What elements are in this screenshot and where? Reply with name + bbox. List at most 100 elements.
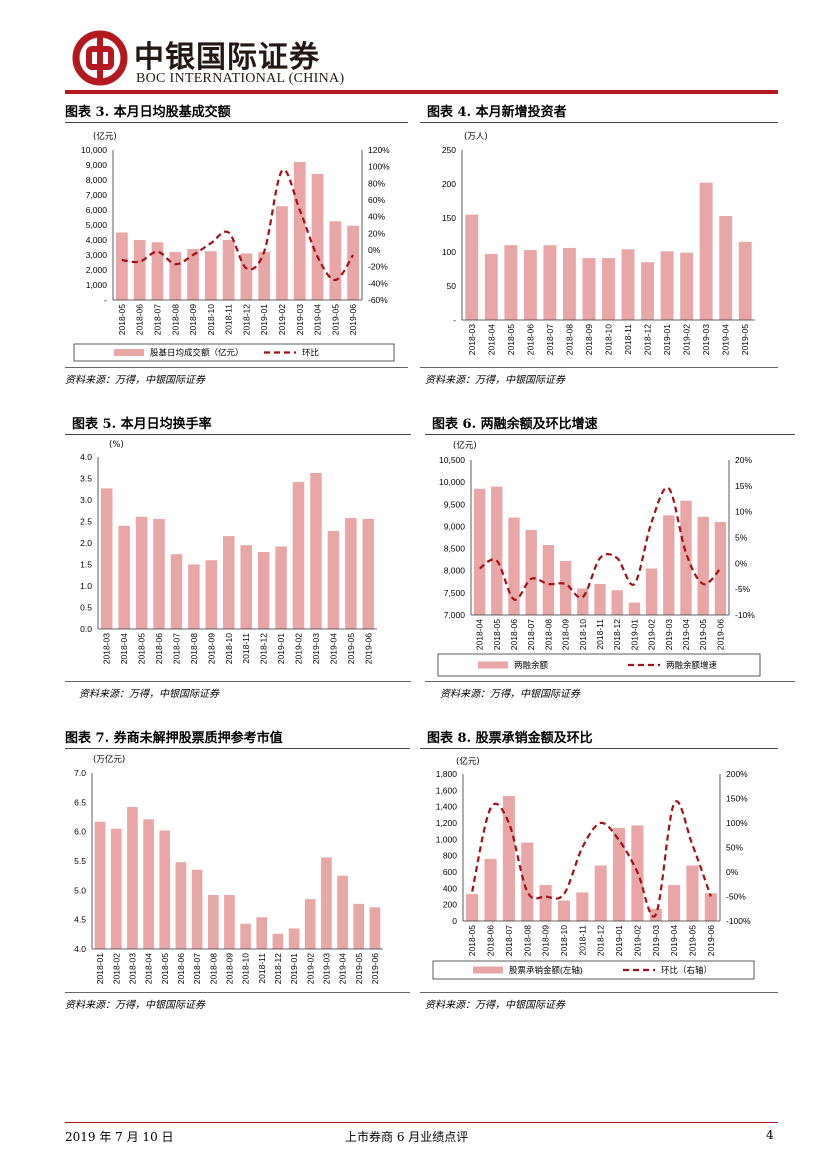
bar xyxy=(207,895,219,949)
chart3-title-rule xyxy=(65,122,408,123)
bar xyxy=(223,536,235,629)
x-tick-label: 2018-12 xyxy=(643,324,653,355)
x-tick-label: 2018-11 xyxy=(257,953,267,984)
bar xyxy=(151,242,164,300)
x-tick-label: 2019-03 xyxy=(321,953,331,984)
bar xyxy=(143,819,154,949)
left-tick-label: 200 xyxy=(442,179,456,189)
x-tick-label: 2019-02 xyxy=(632,925,642,956)
x-tick-label: 2019-05 xyxy=(740,324,750,355)
x-tick-label: 2019-03 xyxy=(651,925,661,956)
x-tick-label: 2018-11 xyxy=(595,619,605,650)
bar xyxy=(187,249,199,300)
x-tick-label: 2019-01 xyxy=(276,633,286,664)
bar xyxy=(240,253,253,300)
bar xyxy=(362,518,375,629)
x-tick-label: 2018-06 xyxy=(525,324,535,355)
bar xyxy=(94,821,106,949)
left-tick-label: 150 xyxy=(442,213,456,223)
chart-4: (万人) 250 200 150 100 50 - 2018-03 2018-04 2018-05… xyxy=(442,132,755,355)
x-tick-label: 2018-08 xyxy=(522,925,532,956)
bar xyxy=(258,252,271,300)
chart4-source-rule xyxy=(420,367,778,368)
x-tick-label: 2018-07 xyxy=(192,953,202,984)
bar xyxy=(127,807,138,949)
chart8-title-rule xyxy=(420,748,778,749)
bar xyxy=(327,530,340,629)
x-tick-label: 2018-12 xyxy=(259,633,269,664)
chart-3: (亿元) 10,000 9,000 8,000 7,000 6,000 5,000 4,000… xyxy=(73,131,395,362)
bar xyxy=(504,245,518,320)
x-tick-label: 2018-07 xyxy=(171,633,181,664)
right-tick-label: 60% xyxy=(368,195,385,205)
chart7-source-rule xyxy=(65,992,410,993)
x-tick-label: 2018-06 xyxy=(486,925,496,956)
x-tick-label: 2018-07 xyxy=(545,324,555,355)
bar xyxy=(240,923,251,949)
left-tick-label: 600 xyxy=(443,867,457,877)
x-tick-label: 2019-05 xyxy=(354,953,364,984)
legend-box xyxy=(437,653,761,677)
bar xyxy=(347,225,359,300)
right-tick-label: -20% xyxy=(368,262,388,272)
right-tick-label: 100% xyxy=(368,162,390,172)
bar xyxy=(539,885,552,921)
bar xyxy=(562,247,576,320)
left-tick-label: 1,000 xyxy=(436,834,458,844)
bar xyxy=(525,529,537,615)
x-tick-label: 2019-04 xyxy=(669,925,679,956)
bar xyxy=(175,862,187,949)
bar xyxy=(680,252,694,320)
x-tick-label: 2019-05 xyxy=(330,304,340,335)
right-tick-label: 0% xyxy=(735,558,748,568)
bar xyxy=(466,894,479,921)
left-tick-label: - xyxy=(104,295,107,305)
bar xyxy=(738,241,752,320)
left-tick-label: 8,000 xyxy=(86,175,108,185)
left-tick-label: 5,000 xyxy=(86,220,108,230)
x-tick-label: 2018-10 xyxy=(241,953,251,984)
chart8-source: 资料来源：万得，中银国际证券 xyxy=(425,1000,565,1011)
bar xyxy=(594,584,606,615)
left-tick-label: 6,000 xyxy=(86,205,108,215)
x-tick-label: 2018-10 xyxy=(224,633,234,664)
x-tick-label: 2019-03 xyxy=(311,633,321,664)
left-tick-label: 1,800 xyxy=(436,769,458,779)
bar xyxy=(188,564,200,629)
x-tick-label: 2019-05 xyxy=(698,619,708,650)
chart6-source-rule xyxy=(425,681,795,682)
left-tick-label: 8,000 xyxy=(444,566,466,576)
bar xyxy=(222,240,235,300)
right-tick-label: 50% xyxy=(726,843,743,853)
x-tick-label: 2018-05 xyxy=(160,953,170,984)
left-tick-label: 7,500 xyxy=(444,588,466,598)
left-tick-label: 4,000 xyxy=(86,235,108,245)
right-tick-label: 100% xyxy=(726,818,748,828)
bar xyxy=(686,865,699,921)
x-tick-label: 2018-04 xyxy=(475,619,485,650)
legend-box xyxy=(73,343,395,362)
chart6-source: 资料来源：万得，中银国际证券 xyxy=(440,689,580,700)
chart8-source-rule xyxy=(420,992,778,993)
bar xyxy=(577,588,589,615)
x-tick-label: 2018-03 xyxy=(102,633,112,664)
legend-line-label: 环比 xyxy=(302,348,319,358)
x-tick-label: 2018-08 xyxy=(564,324,574,355)
x-tick-label: 2019-03 xyxy=(295,304,305,335)
bar xyxy=(668,885,681,921)
chart5-title: 图表 5. 本月日均换手率 xyxy=(72,417,212,432)
x-tick-label: 2019-02 xyxy=(294,633,304,664)
x-tick-label: 2019-02 xyxy=(682,324,692,355)
left-tick-label: 1,400 xyxy=(436,802,458,812)
x-tick-label: 2019-02 xyxy=(305,953,315,984)
x-tick-label: 2019-01 xyxy=(289,953,299,984)
chart5-source-rule xyxy=(65,681,411,682)
right-tick-label: -100% xyxy=(726,916,751,926)
x-tick-label: 2018-06 xyxy=(509,619,519,650)
chart3-source-rule xyxy=(65,367,408,368)
bar xyxy=(169,252,182,300)
bar xyxy=(699,182,713,320)
bar xyxy=(542,545,555,615)
chart4-title-rule xyxy=(420,122,778,123)
legend-bar-swatch xyxy=(473,966,503,974)
